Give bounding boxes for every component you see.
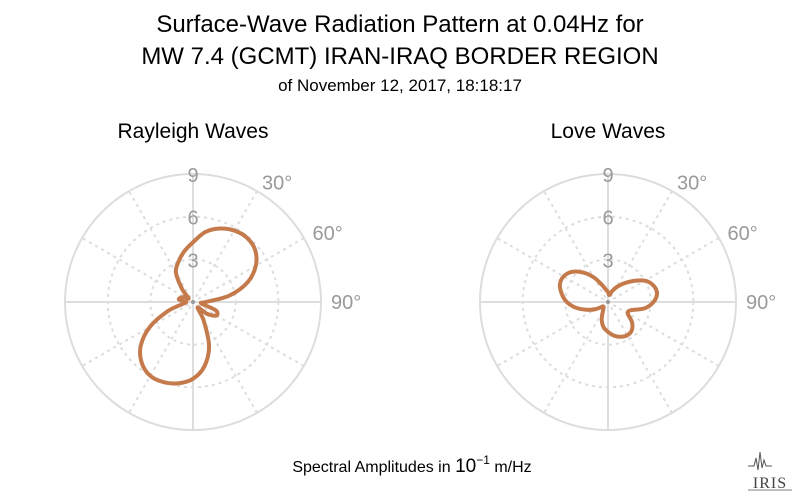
rayleigh-polar-plot: Rayleigh Waves 3 6 9 30° 60° 90° bbox=[64, 120, 361, 431]
rayleigh-angle-label: 90° bbox=[331, 292, 361, 314]
footer-label: Spectral Amplitudes in 10−1 m/Hz bbox=[292, 453, 531, 477]
love-polar-plot: Love Waves 3 6 9 30° 60° 90° bbox=[479, 120, 776, 431]
love-angle-label: 60° bbox=[728, 223, 758, 245]
title-line-1: Surface-Wave Radiation Pattern at 0.04Hz… bbox=[156, 11, 643, 38]
footer-label-base: 10 bbox=[455, 456, 476, 477]
rayleigh-angle-label: 60° bbox=[313, 223, 343, 245]
rayleigh-title: Rayleigh Waves bbox=[118, 120, 269, 143]
love-center-dot bbox=[606, 300, 610, 304]
iris-logo: IRIS bbox=[748, 451, 792, 492]
rayleigh-pattern-line bbox=[138, 226, 259, 386]
rayleigh-angle-label: 30° bbox=[262, 172, 292, 194]
rayleigh-grid bbox=[64, 173, 322, 431]
footer-label-suffix: m/Hz bbox=[490, 459, 532, 476]
footer-label-prefix: Spectral Amplitudes in bbox=[292, 459, 455, 476]
love-r-tick-label: 3 bbox=[602, 250, 613, 272]
rayleigh-r-tick-label: 6 bbox=[187, 208, 198, 230]
love-r-tick-label: 9 bbox=[602, 165, 613, 187]
love-grid bbox=[479, 173, 737, 431]
love-angle-label: 90° bbox=[746, 292, 776, 314]
love-title: Love Waves bbox=[551, 120, 666, 143]
rayleigh-center-dot bbox=[191, 300, 195, 304]
title-line-2: MW 7.4 (GCMT) IRAN-IRAQ BORDER REGION bbox=[141, 43, 658, 70]
love-pattern-line bbox=[557, 269, 660, 339]
love-labels: 3 6 9 30° 60° 90° bbox=[602, 165, 776, 314]
title-subtitle: of November 12, 2017, 18:18:17 bbox=[278, 76, 522, 95]
rayleigh-r-tick-label: 3 bbox=[187, 250, 198, 272]
rayleigh-r-tick-label: 9 bbox=[187, 165, 198, 187]
footer-label-exp: −1 bbox=[476, 453, 490, 467]
rayleigh-labels: 3 6 9 30° 60° 90° bbox=[187, 165, 361, 314]
love-angle-label: 30° bbox=[677, 172, 707, 194]
love-r-tick-label: 6 bbox=[602, 208, 613, 230]
iris-logo-text: IRIS bbox=[753, 475, 787, 492]
